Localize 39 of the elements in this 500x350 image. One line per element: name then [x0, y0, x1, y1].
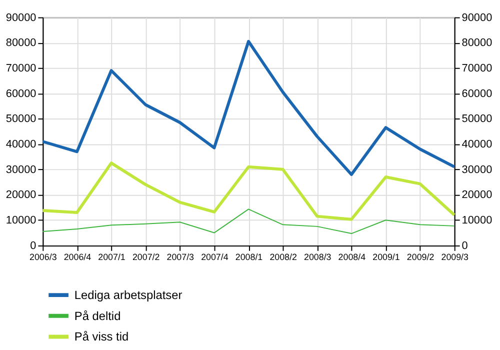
y-tick-label: 90000 — [6, 12, 36, 24]
y-tick-label: 30000 — [6, 164, 36, 176]
x-tick-label: 2007/4 — [201, 252, 228, 262]
line-series — [41, 40, 456, 176]
y-tick-label: 60000 — [6, 88, 36, 100]
legend-label: Lediga arbetsplatser — [74, 288, 182, 302]
x-tick-label: 2007/2 — [132, 252, 160, 262]
x-tick-label: 2009/3 — [441, 252, 469, 262]
line-series — [41, 162, 456, 221]
y2-tick-label: 90000 — [462, 12, 492, 24]
y2-tick-label: 70000 — [462, 62, 492, 74]
legend-label: På viss tid — [74, 330, 129, 344]
x-tick-label: 2006/4 — [64, 252, 92, 262]
line-series — [42, 208, 455, 234]
y2-tick-label: 20000 — [462, 189, 492, 202]
y2-tick-label: 80000 — [462, 37, 492, 50]
y-tick-label: 70000 — [6, 62, 36, 74]
y2-tick-label: 0 — [462, 240, 468, 252]
y-tick-label: 20000 — [6, 189, 36, 202]
y2-tick-label: 60000 — [462, 88, 492, 100]
x-tick-label: 2006/3 — [30, 252, 57, 262]
x-tick-label: 2007/1 — [98, 252, 126, 262]
y-tick-label: 0 — [30, 240, 36, 252]
x-tick-label: 2009/1 — [372, 252, 400, 262]
y2-tick-label: 30000 — [462, 164, 492, 176]
y-tick-label: 40000 — [6, 138, 36, 151]
x-tick-label: 2009/2 — [406, 252, 434, 262]
x-tick-label: 2008/1 — [235, 252, 263, 262]
y-tick-label: 50000 — [6, 113, 36, 126]
legend-label: På deltid — [74, 308, 121, 323]
y-tick-label: 80000 — [6, 37, 36, 50]
x-tick-label: 2008/4 — [338, 252, 366, 262]
x-tick-label: 2008/2 — [270, 252, 297, 262]
y-tick-label: 10000 — [6, 214, 36, 227]
x-tick-label: 2007/3 — [166, 252, 194, 262]
y2-tick-label: 50000 — [462, 113, 492, 126]
x-tick-label: 2008/3 — [304, 252, 332, 262]
y2-tick-label: 10000 — [462, 214, 492, 227]
y2-tick-label: 40000 — [462, 138, 492, 151]
